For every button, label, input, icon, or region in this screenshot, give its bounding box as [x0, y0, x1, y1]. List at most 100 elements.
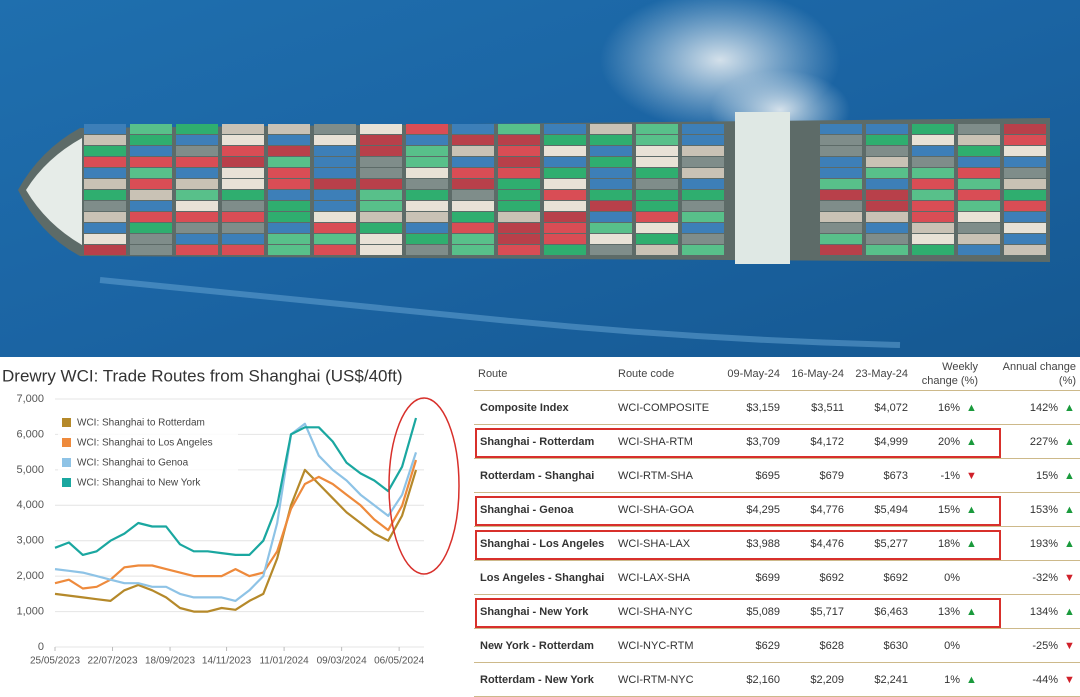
container [84, 146, 126, 156]
chart-title: Drewry WCI: Trade Routes from Shanghai (… [2, 366, 403, 385]
legend-swatch [62, 478, 71, 487]
container [84, 201, 126, 211]
container [314, 124, 356, 134]
table-cell: $629 [720, 628, 784, 663]
container [84, 190, 126, 200]
container [268, 135, 310, 145]
container [176, 179, 218, 189]
table-row: Composite Index WCI-COMPOSITE $3,159 $3,511… [474, 390, 1080, 425]
container [958, 179, 1000, 189]
container [222, 234, 264, 244]
container [130, 146, 172, 156]
container [130, 124, 172, 134]
route-name: Shanghai - Genoa [474, 492, 614, 527]
container [590, 179, 632, 189]
x-tick-label: 06/05/2024 [374, 656, 424, 667]
table-cell: WCI-COMPOSITE [614, 390, 720, 425]
container [222, 157, 264, 167]
container [130, 179, 172, 189]
container [912, 190, 954, 200]
container [314, 223, 356, 233]
container [820, 201, 862, 211]
x-tick-label: 14/11/2023 [202, 656, 252, 667]
container [360, 179, 402, 189]
container [498, 157, 540, 167]
container [1004, 124, 1046, 134]
container [452, 245, 494, 255]
container [866, 212, 908, 222]
container [314, 157, 356, 167]
container [360, 146, 402, 156]
container [130, 245, 172, 255]
trend-cell: ▲ [962, 526, 983, 561]
container [406, 146, 448, 156]
route-name: Rotterdam - Shanghai [474, 458, 614, 493]
container [84, 135, 126, 145]
container [452, 168, 494, 178]
container [544, 179, 586, 189]
container [636, 146, 678, 156]
container [360, 201, 402, 211]
trend-arrow: ▲ [1064, 605, 1075, 618]
table-cell: 153% [982, 492, 1061, 527]
container [176, 146, 218, 156]
container [682, 168, 724, 178]
container [912, 124, 954, 134]
container [360, 245, 402, 255]
container [360, 190, 402, 200]
column-header: Weekly change (%) [912, 358, 983, 391]
table-cell: 13% [912, 594, 962, 629]
container [958, 245, 1000, 255]
container [820, 245, 862, 255]
container [912, 201, 954, 211]
table-cell: $4,476 [784, 526, 848, 561]
container [222, 135, 264, 145]
table-cell: 134% [982, 594, 1061, 629]
container [682, 135, 724, 145]
container [498, 201, 540, 211]
container [682, 212, 724, 222]
container [406, 245, 448, 255]
y-tick-label: 2,000 [16, 570, 44, 582]
container [360, 157, 402, 167]
table-row: Shanghai - New York WCI-SHA-NYC $5,089 $5,7… [474, 594, 1080, 629]
trend-cell: ▲ [962, 594, 983, 629]
container [544, 245, 586, 255]
route-name: Los Angeles - Shanghai [474, 560, 614, 595]
container [590, 168, 632, 178]
container [406, 168, 448, 178]
container [866, 190, 908, 200]
container [84, 168, 126, 178]
container [406, 157, 448, 167]
y-tick-label: 0 [38, 641, 44, 653]
table-cell: 16% [912, 390, 962, 425]
container [176, 124, 218, 134]
trend-cell [962, 560, 983, 595]
container [498, 190, 540, 200]
container [820, 124, 862, 134]
table-cell: WCI-SHA-NYC [614, 594, 720, 629]
highlight-ellipse [388, 397, 460, 575]
trend-arrow: ▼ [966, 469, 977, 482]
bow [26, 138, 82, 245]
table-cell: $3,159 [720, 390, 784, 425]
container [544, 234, 586, 244]
container [636, 223, 678, 233]
container [130, 168, 172, 178]
route-name: Rotterdam - New York [474, 662, 614, 697]
column-header: Route code [614, 358, 720, 391]
container [636, 212, 678, 222]
container [360, 212, 402, 222]
container [590, 201, 632, 211]
table-row: Los Angeles - Shanghai WCI-LAX-SHA $699 $69… [474, 560, 1080, 595]
ship-photo [0, 0, 1080, 357]
container [866, 157, 908, 167]
container [452, 157, 494, 167]
container [130, 135, 172, 145]
container [84, 157, 126, 167]
container [406, 135, 448, 145]
container [958, 135, 1000, 145]
table-cell: $628 [784, 628, 848, 663]
table-row: Shanghai - Genoa WCI-SHA-GOA $4,295 $4,776 $… [474, 492, 1080, 527]
container [682, 223, 724, 233]
